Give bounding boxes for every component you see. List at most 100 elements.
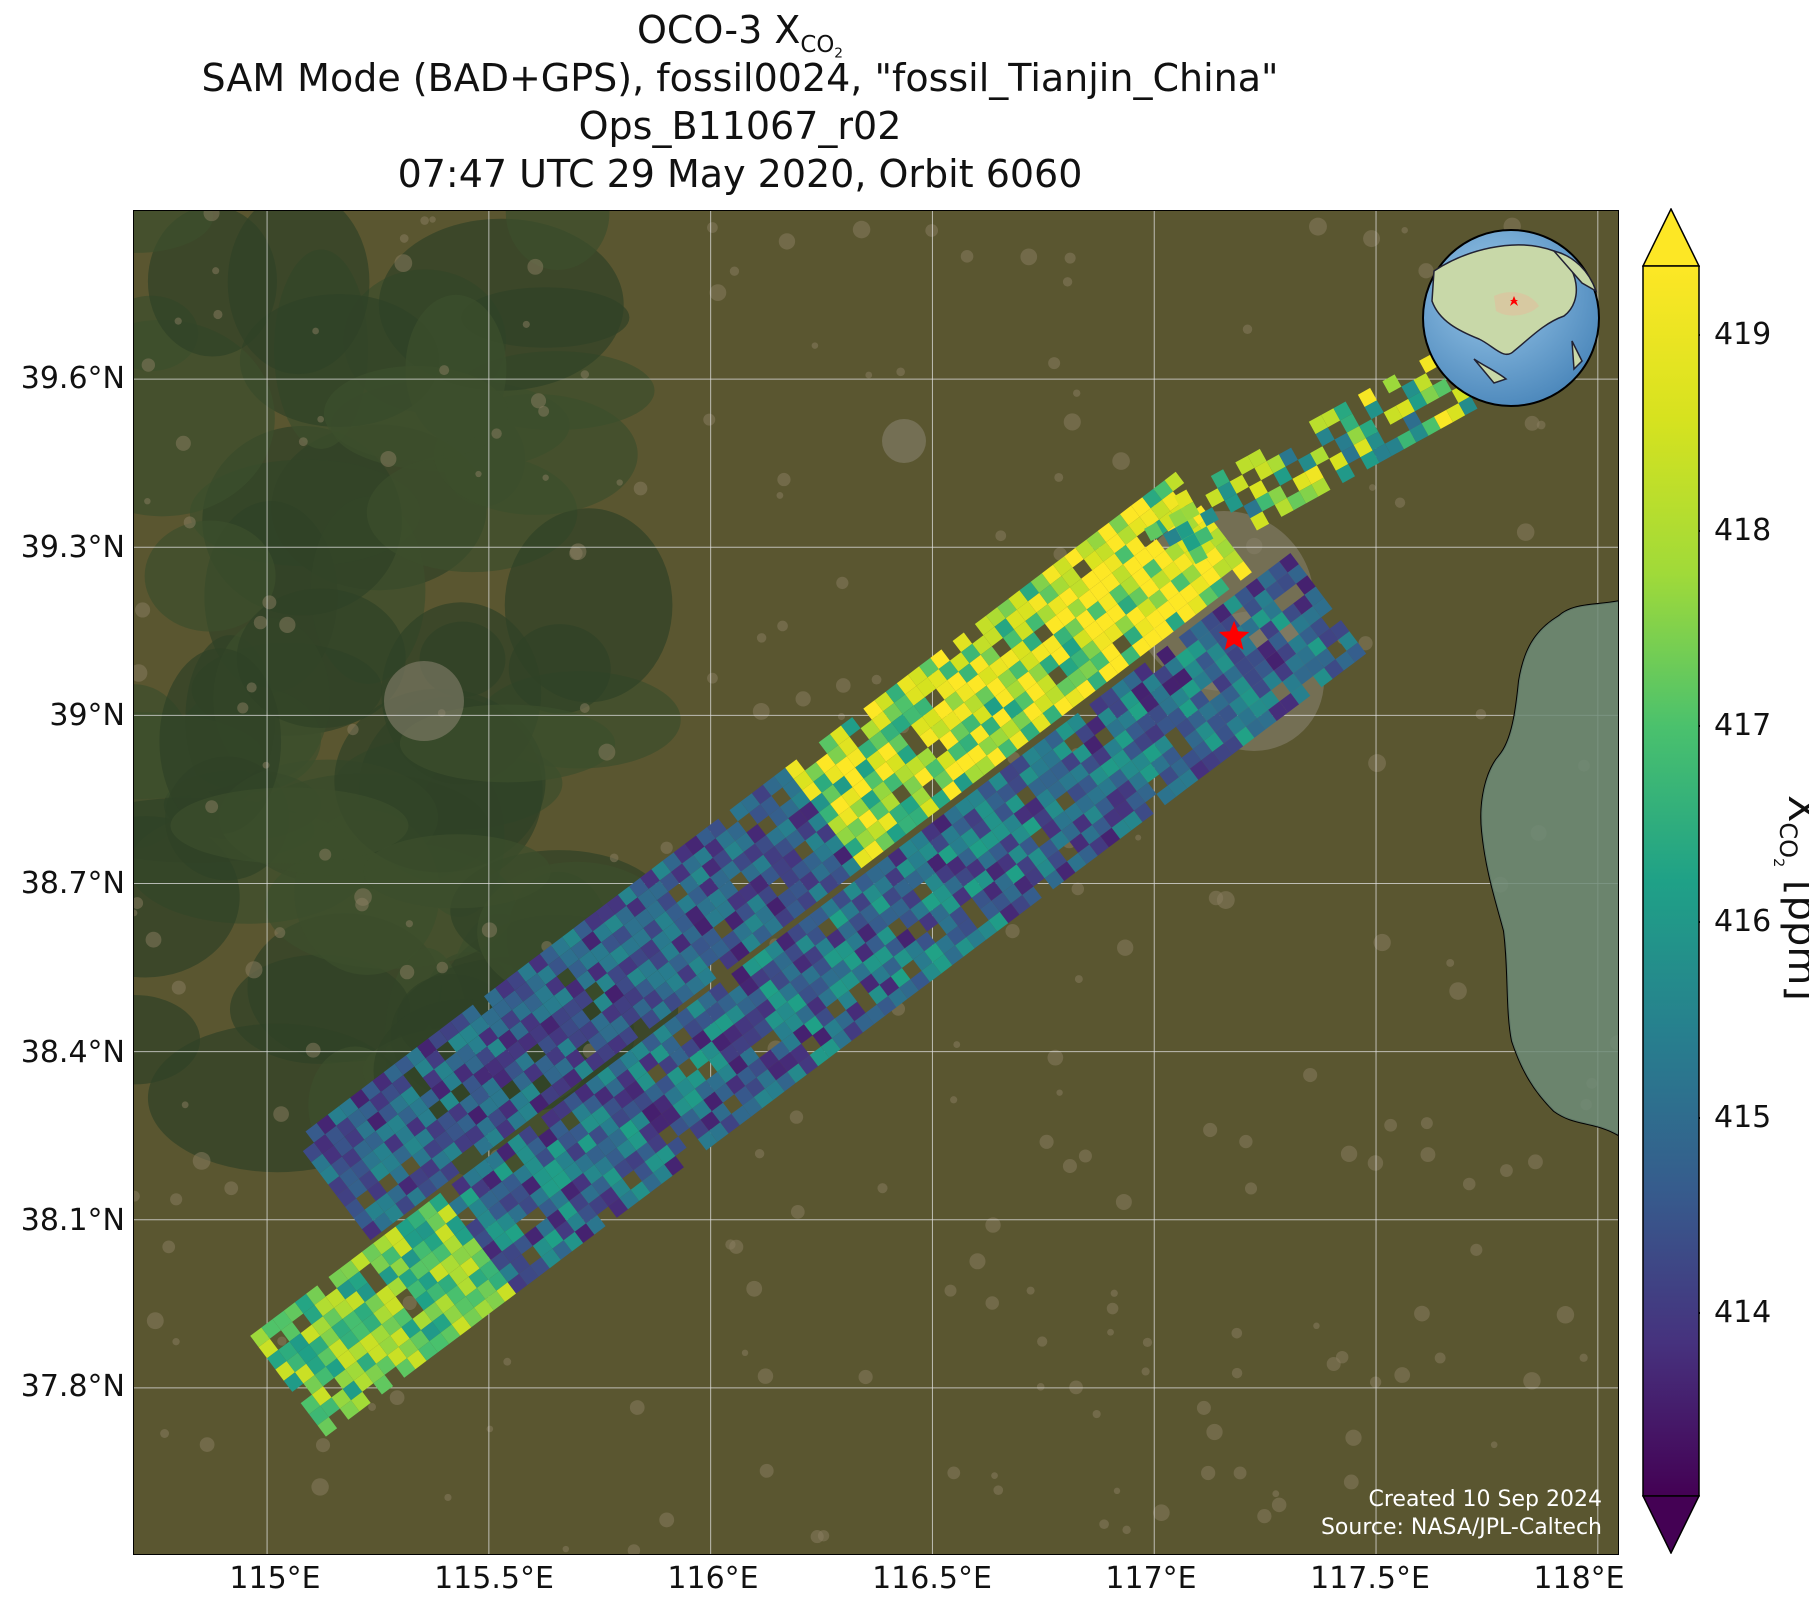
village-patch [522,320,530,328]
lat-tick-label: 38.1°N [20,1203,125,1238]
village-patch [429,216,436,223]
xco2-pixel [551,937,571,957]
xco2-pixel [1033,738,1053,758]
xco2-pixel [991,892,1011,912]
xco2-pixel [1308,415,1328,435]
xco2-pixel [431,1080,451,1100]
xco2-pixel [1081,640,1102,660]
xco2-pixel [602,1097,623,1117]
xco2-pixel [843,951,863,971]
xco2-pixel [481,1007,501,1027]
xco2-pixel [876,926,897,946]
xco2-pixel [1286,491,1306,511]
xco2-pixel [1229,695,1249,716]
xco2-pixel [837,990,858,1011]
xco2-pixel [914,767,934,787]
xco2-pixel [1161,676,1182,696]
xco2-pixel [1097,522,1118,543]
xco2-pixel [283,1372,304,1392]
xco2-pixel [868,984,888,1005]
xco2-pixel [966,858,986,879]
xco2-pixel [795,934,816,955]
xco2-pixel [339,1167,359,1188]
xco2-pixel [716,899,736,920]
xco2-pixel [1195,651,1215,671]
xco2-pixel [406,1209,427,1230]
xco2-pixel [594,1156,614,1176]
xco2-pixel [401,1248,421,1269]
xco2-pixel [854,872,874,893]
xco2-pixel [818,734,839,754]
xco2-pixel [373,1212,393,1232]
chart-title-line2: SAM Mode (BAD+GPS), fossil0024, "fossil_… [201,56,1279,100]
xco2-pixel [1041,819,1062,839]
xco2-pixel [1153,550,1174,570]
lon-tick-label: 118°E [1533,1561,1625,1596]
xco2-pixel [942,780,962,801]
xco2-pixel [1212,673,1232,694]
village-patch [394,254,413,272]
xco2-pixel [409,1260,430,1280]
xco2-pixel [860,973,880,994]
xco2-pixel [836,826,856,846]
xco2-pixel [355,1120,376,1140]
xco2-pixel [988,841,1009,862]
xco2-pixel [1009,730,1029,750]
xco2-pixel [1245,648,1266,668]
xco2-pixel [988,771,1008,792]
village-patch [315,1438,331,1453]
xco2-pixel [359,1332,379,1353]
xco2-pixel [557,1037,577,1058]
xco2-pixel [520,1082,541,1103]
xco2-pixel [760,865,781,886]
village-patch [175,435,191,451]
xco2-pixel [1285,653,1305,674]
xco2-pixel [1025,612,1045,633]
xco2-pixel [538,1198,558,1218]
xco2-pixel [1248,480,1268,500]
xco2-pixel [1175,718,1196,738]
xco2-pixel [707,888,728,909]
xco2-pixel [347,1178,368,1199]
xco2-pixel [373,1234,393,1255]
xco2-pixel [1153,735,1174,755]
xco2-pixel [938,660,959,681]
xco2-pixel [608,1058,628,1078]
xco2-pixel [840,900,860,921]
village-patch [134,1190,140,1202]
village-patch [246,682,257,693]
xco2-pixel [570,939,591,960]
xco2-pixel [1257,709,1277,730]
xco2-pixel [1338,631,1358,651]
forest-patch [159,648,282,835]
xco2-pixel [989,727,1010,748]
xco2-pixel [949,652,970,672]
map-area[interactable] [133,210,1619,1555]
xco2-pixel [927,669,948,689]
xco2-pixel [1245,578,1266,598]
xco2-pixel [518,1125,539,1146]
xco2-pixel [1254,461,1274,481]
xco2-pixel [499,1192,519,1213]
village-patch [777,472,791,487]
xco2-pixel [634,908,655,929]
xco2-pixel [974,615,995,636]
xco2-pixel [1401,379,1421,399]
xco2-pixel [1139,763,1160,783]
xco2-pixel [420,1158,441,1179]
xco2-pixel [623,917,644,937]
xco2-pixel [530,1257,550,1277]
xco2-pixel [669,1046,690,1067]
xco2-pixel [303,1375,324,1395]
xco2-pixel [498,1029,518,1050]
xco2-pixel [398,1175,418,1196]
xco2-pixel [392,1075,412,1095]
xco2-pixel [465,1218,486,1238]
xco2-pixel [395,1195,416,1215]
village-patch [759,1463,774,1478]
xco2-pixel [549,1189,570,1210]
xco2-pixel [653,1094,673,1114]
xco2-pixel [1144,522,1164,542]
xco2-pixel [306,1355,326,1375]
xco2-pixel [1139,693,1160,713]
